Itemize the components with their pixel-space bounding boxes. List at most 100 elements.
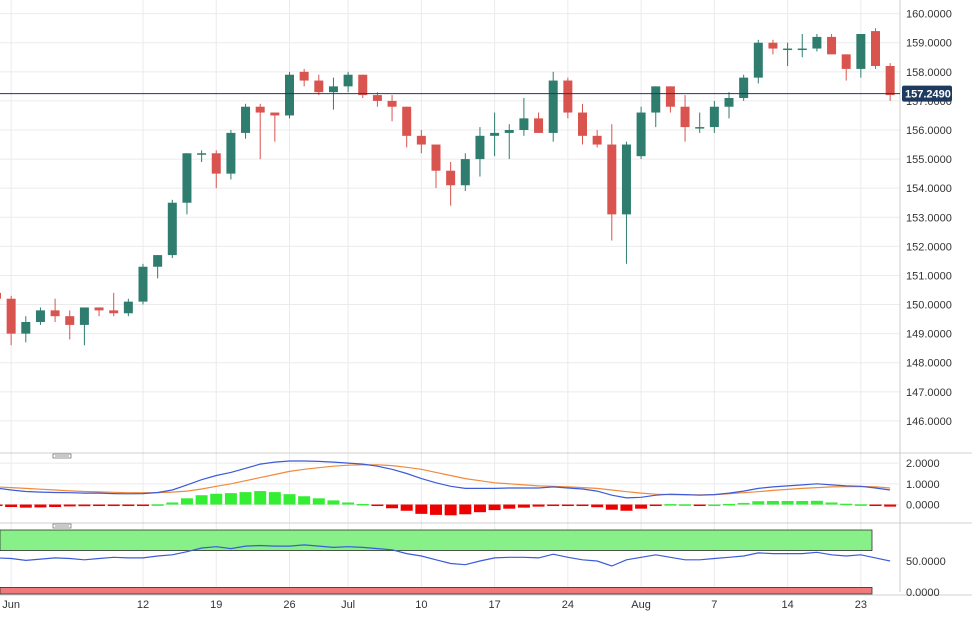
macd-histogram-bar — [34, 504, 47, 508]
x-tick-label: 12 — [137, 599, 149, 611]
candle-body — [211, 153, 221, 174]
candle-body — [21, 322, 31, 334]
price-y-tick-label: 158.0000 — [906, 67, 952, 79]
candle-body — [680, 106, 690, 128]
candle-body — [578, 112, 587, 136]
candle-body — [592, 135, 602, 145]
candle-body — [241, 106, 251, 133]
candle-body — [431, 144, 441, 171]
macd-histogram-bar — [415, 504, 428, 514]
macd-histogram-bar — [649, 504, 662, 507]
macd-histogram-bar — [664, 504, 677, 506]
last-price-tag: 157.2490 — [902, 85, 952, 102]
macd-histogram-bar — [752, 501, 765, 505]
macd-histogram-bar — [78, 504, 91, 507]
macd-histogram-bar — [137, 504, 149, 507]
macd-histogram-bar — [796, 501, 809, 505]
candle-body — [314, 80, 324, 93]
macd-histogram-bar — [19, 504, 32, 508]
macd-y-tick-label: 1.0000 — [906, 479, 940, 491]
candle-body — [387, 100, 397, 107]
last-price-tag-label: 157.2490 — [905, 89, 951, 101]
candle-body — [797, 48, 807, 51]
candle-body — [475, 135, 485, 160]
candle-body — [65, 316, 75, 325]
macd-histogram-bar — [63, 504, 76, 507]
candle-body — [548, 80, 558, 133]
candle-body — [299, 71, 309, 81]
x-tick-label: 14 — [781, 599, 793, 611]
macd-histogram-bar — [473, 504, 486, 513]
x-tick-label: 10 — [415, 599, 427, 611]
macd-histogram-bar — [93, 504, 106, 507]
candle-body — [167, 202, 177, 256]
macd-histogram-bar — [166, 502, 179, 505]
macd-histogram-bar — [268, 492, 281, 505]
price-y-tick-label: 149.0000 — [906, 329, 952, 341]
candle-body — [153, 255, 163, 267]
x-tick-label: 26 — [283, 599, 295, 611]
macd-histogram-bar — [0, 504, 3, 507]
macd-histogram-bar — [195, 495, 208, 505]
candle-body — [226, 132, 236, 174]
rsi-y-tick-label: 50.0000 — [906, 556, 946, 568]
macd-histogram-bar — [840, 503, 853, 506]
candle-body — [6, 298, 16, 334]
macd-y-tick-label: 0.0000 — [906, 500, 940, 512]
axis-labels: Jun 12 19 26 Jul 10 17 24 Aug 7 14 23 146.0000 147.00… — [2, 9, 952, 611]
candle-body — [285, 74, 294, 116]
candle-body — [358, 74, 368, 96]
candle-body — [123, 301, 133, 314]
macd-histogram-bar — [356, 503, 369, 506]
macd-histogram-bar — [723, 503, 735, 506]
macd-histogram-bar — [810, 500, 823, 505]
macd-histogram-bar — [679, 504, 692, 506]
macd-histogram-bar — [547, 504, 560, 507]
x-tick-label: Jun — [2, 599, 20, 611]
candle-body — [0, 292, 1, 299]
candle-body — [519, 118, 529, 130]
rsi-line — [0, 544, 891, 567]
price-y-tick-label: 147.0000 — [906, 387, 952, 399]
candle-body — [270, 112, 280, 116]
macd-histogram-bar — [151, 504, 164, 506]
macd-histogram-bar — [488, 504, 501, 511]
candle-body — [768, 42, 778, 49]
candle-body — [871, 31, 880, 66]
macd-line — [0, 460, 891, 499]
candle-body — [621, 144, 631, 215]
rsi-panel — [0, 529, 891, 595]
rsi-y-tick-label: 0.0000 — [906, 587, 940, 599]
panel-resize-handles[interactable] — [52, 453, 72, 529]
macd-histogram-bar — [708, 504, 721, 507]
candle-body — [885, 66, 895, 96]
macd-histogram-bar — [605, 504, 618, 510]
candle-body — [197, 153, 207, 155]
macd-histogram-bar — [635, 504, 648, 509]
price-y-tick-label: 160.0000 — [906, 9, 952, 21]
macd-histogram-bar — [312, 498, 325, 505]
macd-histogram-bar — [254, 491, 267, 505]
candle-body — [50, 310, 60, 317]
candle-body — [534, 118, 544, 133]
macd-histogram-bar — [298, 496, 311, 505]
macd-histogram-bar — [884, 504, 897, 507]
macd-histogram-bar — [503, 504, 516, 509]
price-y-tick-label: 153.0000 — [906, 212, 952, 224]
price-y-tick-label: 151.0000 — [906, 270, 952, 282]
x-tick-label: 23 — [855, 599, 867, 611]
last-price-tag-box — [902, 85, 952, 102]
candle-body — [607, 144, 617, 215]
x-tick-label: 7 — [711, 599, 717, 611]
macd-histogram-bar — [444, 504, 457, 516]
macd-histogram-bar — [430, 504, 442, 515]
candle-body — [343, 74, 353, 87]
macd-histogram-bar — [386, 504, 399, 509]
macd-histogram-bar — [5, 504, 18, 508]
macd-histogram-bar — [854, 504, 867, 506]
candle-body — [665, 86, 675, 107]
candle-body — [94, 307, 104, 311]
candle-body — [182, 153, 192, 203]
